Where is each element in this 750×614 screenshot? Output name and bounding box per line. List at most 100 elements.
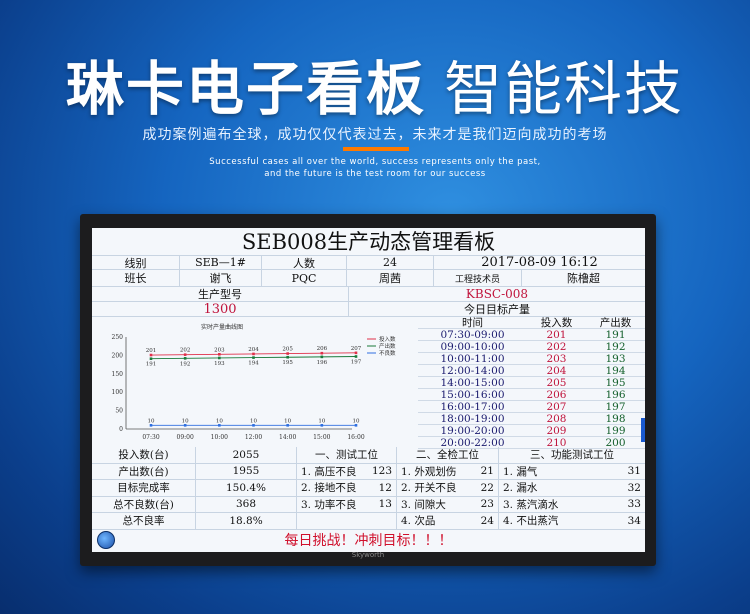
people-label: 人数 — [262, 256, 347, 270]
defect-count: 31 — [627, 465, 641, 478]
output-line-chart: 实时产量曲线图 0 50 100 150 200 250 07:30 09:00 10:00 12:… — [112, 323, 396, 441]
table-cell: 207 — [546, 401, 567, 413]
data-label: 10 — [318, 418, 325, 424]
table-row: 07:30-09:00 201 191 — [418, 329, 645, 341]
model-label: 生产型号 — [92, 287, 349, 301]
y-tick-label: 0 — [119, 426, 123, 433]
x-tick-label: 16:00 — [347, 434, 364, 441]
column-header: 产出数 — [599, 317, 632, 329]
table-cell: 14:00-15:00 — [440, 377, 505, 389]
table-cell: 198 — [605, 413, 626, 425]
summary-value: 2055 — [196, 447, 297, 463]
defect-item: 2. 开关不良 22 — [397, 480, 499, 496]
table-cell: 15:00-16:00 — [440, 389, 505, 401]
leader-value: 谢飞 — [180, 270, 262, 286]
station-title: 三、功能测试工位 — [530, 449, 614, 462]
dashboard-screen: SEB008生产动态管理看板 线别 SEB—1# 人数 24 2017-08-0… — [92, 228, 645, 552]
legend-label: 产出数 — [379, 342, 396, 350]
summary-value: 18.8% — [196, 513, 297, 529]
scrollbar[interactable] — [641, 418, 645, 442]
summary-label: 产出数(台) — [92, 463, 196, 479]
data-point — [286, 352, 289, 355]
defect-item: 1. 漏气 31 — [499, 464, 645, 480]
table-row: 总不良数(台) 368 3. 功率不良 13 3. 间隙大 23 3. 蒸汽滴水 33 — [92, 496, 645, 513]
column-header: 投入数 — [540, 317, 573, 329]
table-row: 14:00-15:00 205 195 — [418, 377, 645, 389]
model-value: KBSC-008 — [465, 287, 529, 301]
defect-item: 3. 功率不良 13 — [297, 496, 397, 512]
table-row: 投入数(台) 2055 一、测试工位 二、全检工位 三、功能测试工位 — [92, 447, 645, 464]
y-tick-label: 200 — [112, 352, 124, 359]
data-label: 204 — [248, 347, 259, 353]
data-point — [320, 424, 324, 427]
info-row-3: 生产型号 KBSC-008 — [92, 287, 645, 302]
table-cell: 208 — [546, 413, 567, 425]
table-row: 目标完成率 150.4% 2. 接地不良 12 2. 开关不良 22 2. 漏水 32 — [92, 480, 645, 497]
y-tick-label: 50 — [115, 408, 123, 415]
data-point — [320, 355, 324, 359]
defect-count: 32 — [627, 481, 641, 494]
data-label: 196 — [317, 360, 328, 366]
table-cell: 07:30-09:00 — [440, 329, 505, 341]
accent-bar — [343, 147, 409, 151]
data-label: 206 — [317, 346, 328, 352]
x-tick-label: 15:00 — [313, 434, 330, 441]
defect-name: 3. 蒸汽滴水 — [503, 498, 559, 511]
defect-name: 1. 漏气 — [503, 465, 538, 478]
data-label: 207 — [351, 346, 362, 352]
y-tick-label: 150 — [112, 371, 124, 378]
x-tick-label: 12:00 — [245, 434, 262, 441]
info-row-1: 线别 SEB—1# 人数 24 2017-08-09 16:12 — [92, 255, 645, 270]
defect-item: 3. 蒸汽滴水 33 — [499, 497, 645, 513]
pqc-label: PQC — [262, 270, 347, 286]
table-cell: 12:00-14:00 — [440, 365, 505, 377]
table-cell: 204 — [546, 365, 567, 377]
defect-count: 22 — [480, 481, 494, 494]
line-value: SEB—1# — [180, 256, 262, 269]
data-label: 192 — [180, 361, 191, 367]
defect-item: 2. 漏水 32 — [499, 480, 645, 496]
leader-label: 班长 — [92, 270, 180, 286]
data-point — [183, 357, 187, 360]
table-cell: 202 — [546, 341, 567, 353]
data-label: 197 — [351, 360, 362, 366]
table-cell: 191 — [605, 329, 626, 341]
table-cell: 195 — [605, 377, 626, 389]
defect-name: 2. 开关不良 — [401, 482, 457, 495]
data-label: 10 — [284, 418, 291, 424]
table-cell: 200 — [605, 437, 626, 449]
summary-label: 总不良率 — [92, 513, 196, 529]
defect-name: 2. 接地不良 — [301, 482, 357, 495]
summary-value: 150.4% — [196, 480, 297, 496]
engineer-label: 工程技术员 — [434, 270, 522, 286]
tagline: 智能科技 — [444, 55, 685, 123]
data-label: 193 — [214, 361, 225, 367]
station-title: 二、全检工位 — [397, 447, 499, 463]
defect-count: 23 — [480, 498, 494, 511]
data-point — [286, 424, 289, 427]
defect-name: 1. 外观划伤 — [401, 465, 457, 478]
summary-label: 投入数(台) — [92, 447, 196, 463]
data-point — [218, 356, 221, 360]
chart-title: 实时产量曲线图 — [201, 323, 243, 331]
defect-name: 4. 不出蒸汽 — [503, 515, 559, 528]
defect-item: 1. 高压不良 123 — [297, 463, 397, 479]
data-label: 10 — [216, 418, 223, 424]
table-cell: 10:00-11:00 — [440, 353, 505, 365]
defect-count: 24 — [480, 514, 494, 527]
banner-headline: 琳卡电子看板 智能科技 — [0, 42, 750, 126]
windows-start-icon[interactable] — [97, 531, 115, 549]
x-tick-label: 07:30 — [142, 434, 159, 441]
data-point — [252, 424, 255, 427]
table-row: 18:00-19:00 208 198 — [418, 413, 645, 425]
defect-item: 4. 次品 24 — [397, 513, 499, 529]
defect-item: 3. 间隙大 23 — [397, 496, 499, 512]
data-point — [218, 424, 221, 427]
summary-table: 投入数(台) 2055 一、测试工位 二、全检工位 三、功能测试工位 产出数(台) 1955… — [92, 447, 645, 530]
table-cell: 199 — [605, 425, 626, 437]
data-point — [286, 355, 289, 359]
table-cell: 18:00-19:00 — [440, 413, 505, 425]
defect-count: 33 — [627, 498, 641, 511]
table-row: 20:00-22:00 210 200 — [418, 437, 645, 449]
legend-label: 投入数 — [379, 335, 396, 343]
